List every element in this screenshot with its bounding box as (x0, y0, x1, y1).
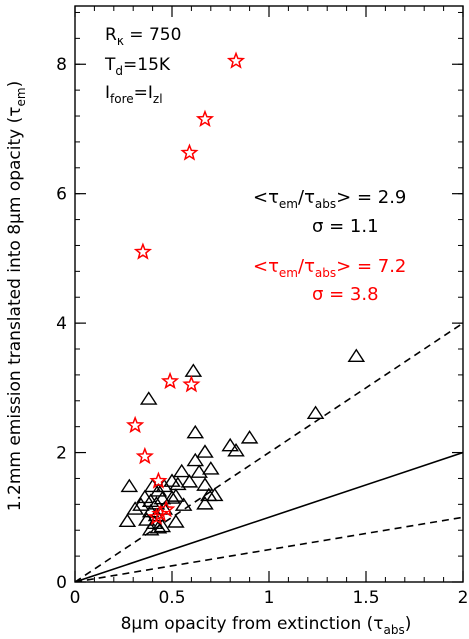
triangle-point (136, 489, 154, 504)
star-point (149, 471, 168, 489)
triangle-point (141, 521, 160, 536)
triangle-point (186, 424, 205, 439)
star-point (147, 507, 166, 526)
triangle-point (240, 430, 259, 444)
star-point (195, 109, 215, 128)
x-tick-label: 1.5 (352, 588, 379, 608)
triangle-point (196, 496, 214, 510)
triangle-point (153, 518, 172, 533)
triangle-point (139, 391, 158, 405)
y-tick-label: 0 (56, 573, 67, 593)
triangle-point (180, 474, 199, 488)
y-tick-label: 6 (56, 185, 67, 205)
triangle-point (149, 483, 168, 497)
triangle-point (132, 497, 150, 511)
triangle-point (205, 487, 224, 502)
triangle-point (221, 437, 239, 452)
y-tick-label: 8 (56, 55, 67, 75)
reference-lines (75, 322, 463, 582)
triangle-point (174, 497, 193, 511)
star-point (135, 446, 154, 465)
y-tick-label: 2 (56, 444, 67, 464)
x-tick-label: 1 (264, 588, 275, 608)
triangle-point (196, 444, 214, 458)
x-tick-label: 0 (70, 588, 81, 608)
triangle-point (306, 405, 325, 419)
star-point (182, 375, 201, 393)
triangle-point (227, 442, 245, 457)
triangle-point (196, 477, 214, 491)
x-tick-label: 2 (458, 588, 469, 608)
tick-labels: 0 0.5 1 1.5 2 0 2 4 6 8 (56, 55, 468, 608)
triangle-point (149, 519, 168, 534)
x-axis-label: 8μm opacity from extinction (τabs) (121, 614, 412, 637)
star-point (133, 242, 153, 260)
y-axis-label: 1.2mm emission translated into 8μm opaci… (5, 81, 28, 511)
triangle-point (202, 461, 220, 475)
dashed-line-slope-0.5 (75, 516, 463, 582)
triangle-point (184, 363, 203, 377)
param-td: Td=15K (104, 55, 171, 78)
param-ifore: Ifore=Izl (105, 83, 163, 106)
triangle-point (186, 452, 205, 467)
stat-mean-red: <τem/τabs> = 7.2 (253, 256, 406, 280)
triangle-point (163, 473, 181, 487)
star-point (160, 371, 180, 390)
triangle-point (167, 514, 185, 528)
triangle-point (190, 464, 208, 478)
solid-line-slope-1 (75, 451, 463, 582)
triangle-point (172, 463, 191, 478)
axis-ticks (74, 6, 464, 583)
stat-mean-black: <τem/τabs> = 2.9 (253, 187, 406, 211)
param-r-kappa: Rκ = 750 (105, 25, 181, 48)
star-point (226, 51, 246, 69)
stat-sigma-black: σ = 1.1 (312, 216, 379, 237)
star-point (180, 143, 199, 161)
triangle-point (120, 478, 139, 493)
stat-sigma-red: σ = 3.8 (312, 284, 379, 305)
triangle-point (169, 476, 187, 491)
data-points (118, 51, 366, 536)
triangle-point (347, 348, 366, 363)
x-tick-label: 0.5 (158, 588, 185, 608)
triangle-point (153, 490, 172, 505)
star-point (126, 415, 145, 434)
triangle-point (167, 488, 185, 502)
triangle-point (126, 501, 144, 515)
triangle-point (163, 490, 181, 504)
dashed-line-slope-2 (75, 322, 463, 582)
triangle-point (118, 513, 137, 528)
y-tick-label: 4 (56, 314, 67, 334)
